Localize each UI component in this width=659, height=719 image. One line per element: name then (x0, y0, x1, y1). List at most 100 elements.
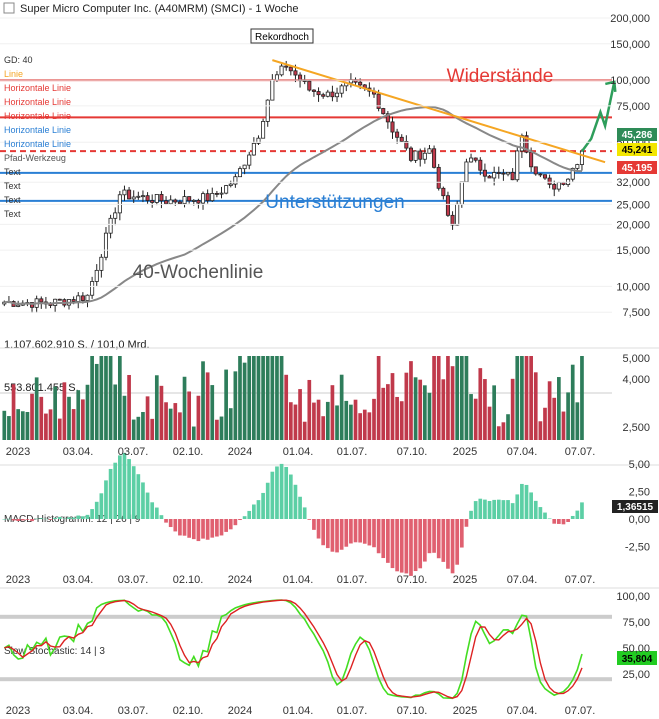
macd-bar (164, 519, 168, 523)
stoch-d-line (4, 599, 583, 699)
macd-bar (238, 519, 242, 521)
macd-tick-label: 0,00 (629, 514, 650, 526)
stoch-label: Slow Stochastic: 14 | 3 (4, 646, 105, 657)
time-tick-label: 01.07. (337, 705, 368, 717)
macd-bar (247, 510, 252, 519)
volume-bar (242, 362, 247, 440)
volume-bar (187, 391, 192, 440)
time-tick-label: 01.07. (337, 574, 368, 586)
candle-body (501, 172, 506, 175)
macd-bar (182, 519, 187, 536)
macd-bar (395, 519, 399, 572)
volume-bar (335, 405, 339, 440)
badge-macd (612, 500, 658, 513)
stoch-oversold-band (0, 677, 612, 682)
volume-bar (228, 408, 233, 440)
candle-body (103, 232, 108, 258)
candle-body (404, 141, 409, 149)
volume-bar (413, 377, 418, 440)
volume-bar (154, 375, 159, 440)
macd-bar (501, 500, 506, 519)
macd-bar (459, 519, 464, 548)
macd-bar (191, 519, 196, 540)
candle-body (556, 182, 561, 190)
macd-bar (436, 519, 441, 559)
macd-bar (321, 519, 326, 546)
candle-body (436, 166, 441, 189)
volume-bar (57, 418, 62, 440)
macd-bar (117, 455, 122, 519)
macd-bar (510, 503, 515, 519)
time-tick-label: 07.07. (565, 574, 596, 586)
volume-bar (293, 404, 298, 440)
macd-bar (215, 519, 219, 537)
macd-bar (131, 466, 136, 519)
macd-bar (469, 510, 473, 519)
macd-bar (113, 462, 118, 519)
volume-bar (145, 396, 150, 440)
macd-bar (39, 518, 44, 519)
macd-bar (108, 468, 113, 519)
volume-bar (30, 393, 34, 440)
volume-bar (557, 377, 561, 440)
macd-bar (524, 484, 529, 519)
candle-body (469, 157, 474, 163)
candle-body (182, 196, 187, 205)
macd-bar (187, 519, 192, 538)
time-tick-label: 2024 (228, 446, 252, 458)
volume-bar (81, 399, 85, 440)
volume-bar (344, 400, 349, 440)
macd-bar (201, 519, 205, 539)
volume-bar (238, 356, 242, 440)
volume-bar (520, 356, 524, 440)
price-tick-label: 200,000 (610, 13, 650, 25)
candle-body (136, 195, 141, 198)
volume-bar (261, 356, 265, 440)
legend-item: Horizontale Linie (4, 97, 71, 107)
candle-body (496, 172, 501, 174)
macd-bar (358, 519, 362, 543)
time-tick-label: 02.10. (173, 705, 204, 717)
time-tick-label: 03.04. (63, 446, 94, 458)
time-tick-label: 01.04. (283, 574, 314, 586)
legend-item: Horizontale Linie (4, 111, 71, 121)
candle-body (251, 142, 256, 156)
macd-bar (205, 519, 210, 540)
time-tick-label: 01.07. (337, 446, 368, 458)
candle-body (99, 256, 104, 271)
macd-bar (506, 500, 510, 519)
macd-bar (233, 519, 238, 526)
price-tick-label: 7,500 (622, 307, 650, 319)
volume-bar (256, 356, 261, 440)
candle-body (459, 181, 464, 205)
macd-bar (492, 499, 497, 519)
volume-bar (279, 356, 284, 440)
volume-bar (25, 411, 30, 440)
macd-bar (228, 519, 233, 530)
volume-bar (496, 426, 501, 440)
volume-bar (159, 385, 164, 440)
candle-body (85, 294, 90, 301)
candle-body (228, 183, 233, 186)
candle-body (233, 176, 238, 185)
candle-body (399, 136, 404, 142)
rekordhoch-label: Rekordhoch (255, 32, 309, 43)
time-tick-label: 03.07. (118, 705, 149, 717)
macd-bar (178, 519, 182, 536)
volume-bar (210, 385, 215, 440)
candle-body (413, 150, 418, 161)
macd-bar (432, 519, 436, 553)
volume-bar (108, 356, 113, 440)
candle-body (510, 171, 515, 181)
volume-bar (7, 416, 11, 440)
macd-bar (339, 519, 344, 550)
macd-bar (302, 507, 307, 519)
legend-item: Text (4, 195, 21, 205)
legend-item: Text (4, 167, 21, 177)
macd-bar (422, 519, 427, 562)
volume-bar (284, 374, 289, 440)
menu-icon[interactable] (3, 2, 15, 14)
volume-bar (478, 368, 483, 440)
candle-body (205, 193, 210, 202)
volume-bar (358, 413, 362, 440)
